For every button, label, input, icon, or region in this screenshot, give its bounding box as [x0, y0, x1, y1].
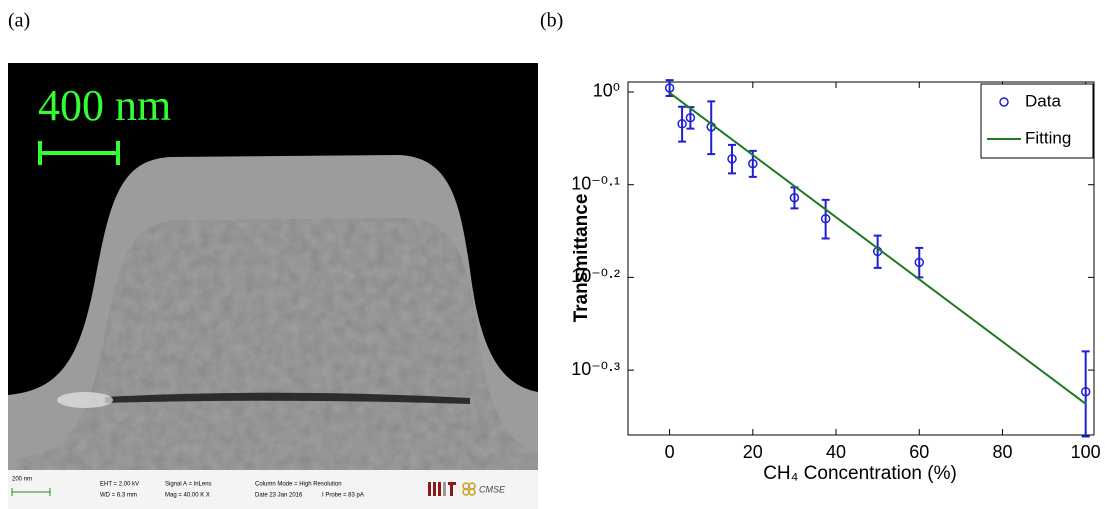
info-field: Date 23 Jan 2016 — [255, 493, 303, 499]
x-tick-label: 100 — [1071, 442, 1101, 462]
y-axis-label: Transmittance — [571, 194, 592, 323]
error-bar — [728, 143, 737, 175]
data-point — [664, 83, 675, 93]
y-tick-label: 10⁻⁰·² — [571, 266, 620, 286]
y-tick-label: 10⁰ — [593, 81, 620, 101]
data-point — [914, 257, 924, 268]
info-scale: 200 nm — [12, 477, 32, 483]
legend-label: Data — [1025, 91, 1061, 110]
x-tick-label: 40 — [826, 442, 846, 462]
x-tick-label: 60 — [909, 442, 929, 462]
legend — [980, 83, 1094, 159]
scale-label: 400 nm — [38, 81, 171, 130]
info-field: I Probe = 83 pA — [322, 493, 364, 499]
cmse-logo — [462, 482, 476, 496]
legend-swatch — [999, 97, 1009, 107]
info-bar: 200 nm EHT = 2.00 kV WD = 6.3 mm Signal … — [8, 470, 538, 509]
panel-label: (a) — [8, 10, 30, 32]
logo-text: CMSE — [479, 484, 506, 494]
error-bar — [821, 198, 830, 240]
data-point — [685, 113, 696, 123]
x-tick-label: 80 — [992, 442, 1012, 462]
info-field: Signal A = InLens — [165, 482, 212, 488]
error-bar — [873, 234, 882, 269]
panel-label: (b) — [540, 10, 563, 32]
data-point — [748, 158, 758, 169]
x-tick-label: 0 — [665, 442, 675, 462]
error-bar — [678, 105, 687, 143]
data-point — [820, 213, 831, 224]
data-point — [789, 192, 800, 203]
data-point — [677, 119, 687, 129]
y-tick-label: 10⁻⁰·¹ — [571, 173, 620, 193]
fit-line — [669, 91, 1087, 405]
data-point — [727, 154, 737, 164]
mit-logo — [428, 482, 456, 496]
legend-label: Fitting — [1025, 128, 1071, 147]
info-field: WD = 6.3 mm — [100, 493, 137, 499]
sem-image — [8, 63, 538, 470]
y-tick-label: 10⁻⁰·³ — [571, 359, 620, 379]
info-field: EHT = 2.00 kV — [100, 482, 139, 488]
scale-bar — [38, 141, 120, 165]
info-field: Mag = 40.00 K X — [165, 493, 210, 499]
x-axis-label: CH₄ Concentration (%) — [763, 463, 957, 484]
error-bar — [707, 100, 716, 156]
error-bar — [1081, 350, 1090, 438]
x-tick-label: 20 — [743, 442, 763, 462]
data-point — [1080, 386, 1091, 397]
info-field: Column Mode = High Resolution — [255, 482, 342, 488]
